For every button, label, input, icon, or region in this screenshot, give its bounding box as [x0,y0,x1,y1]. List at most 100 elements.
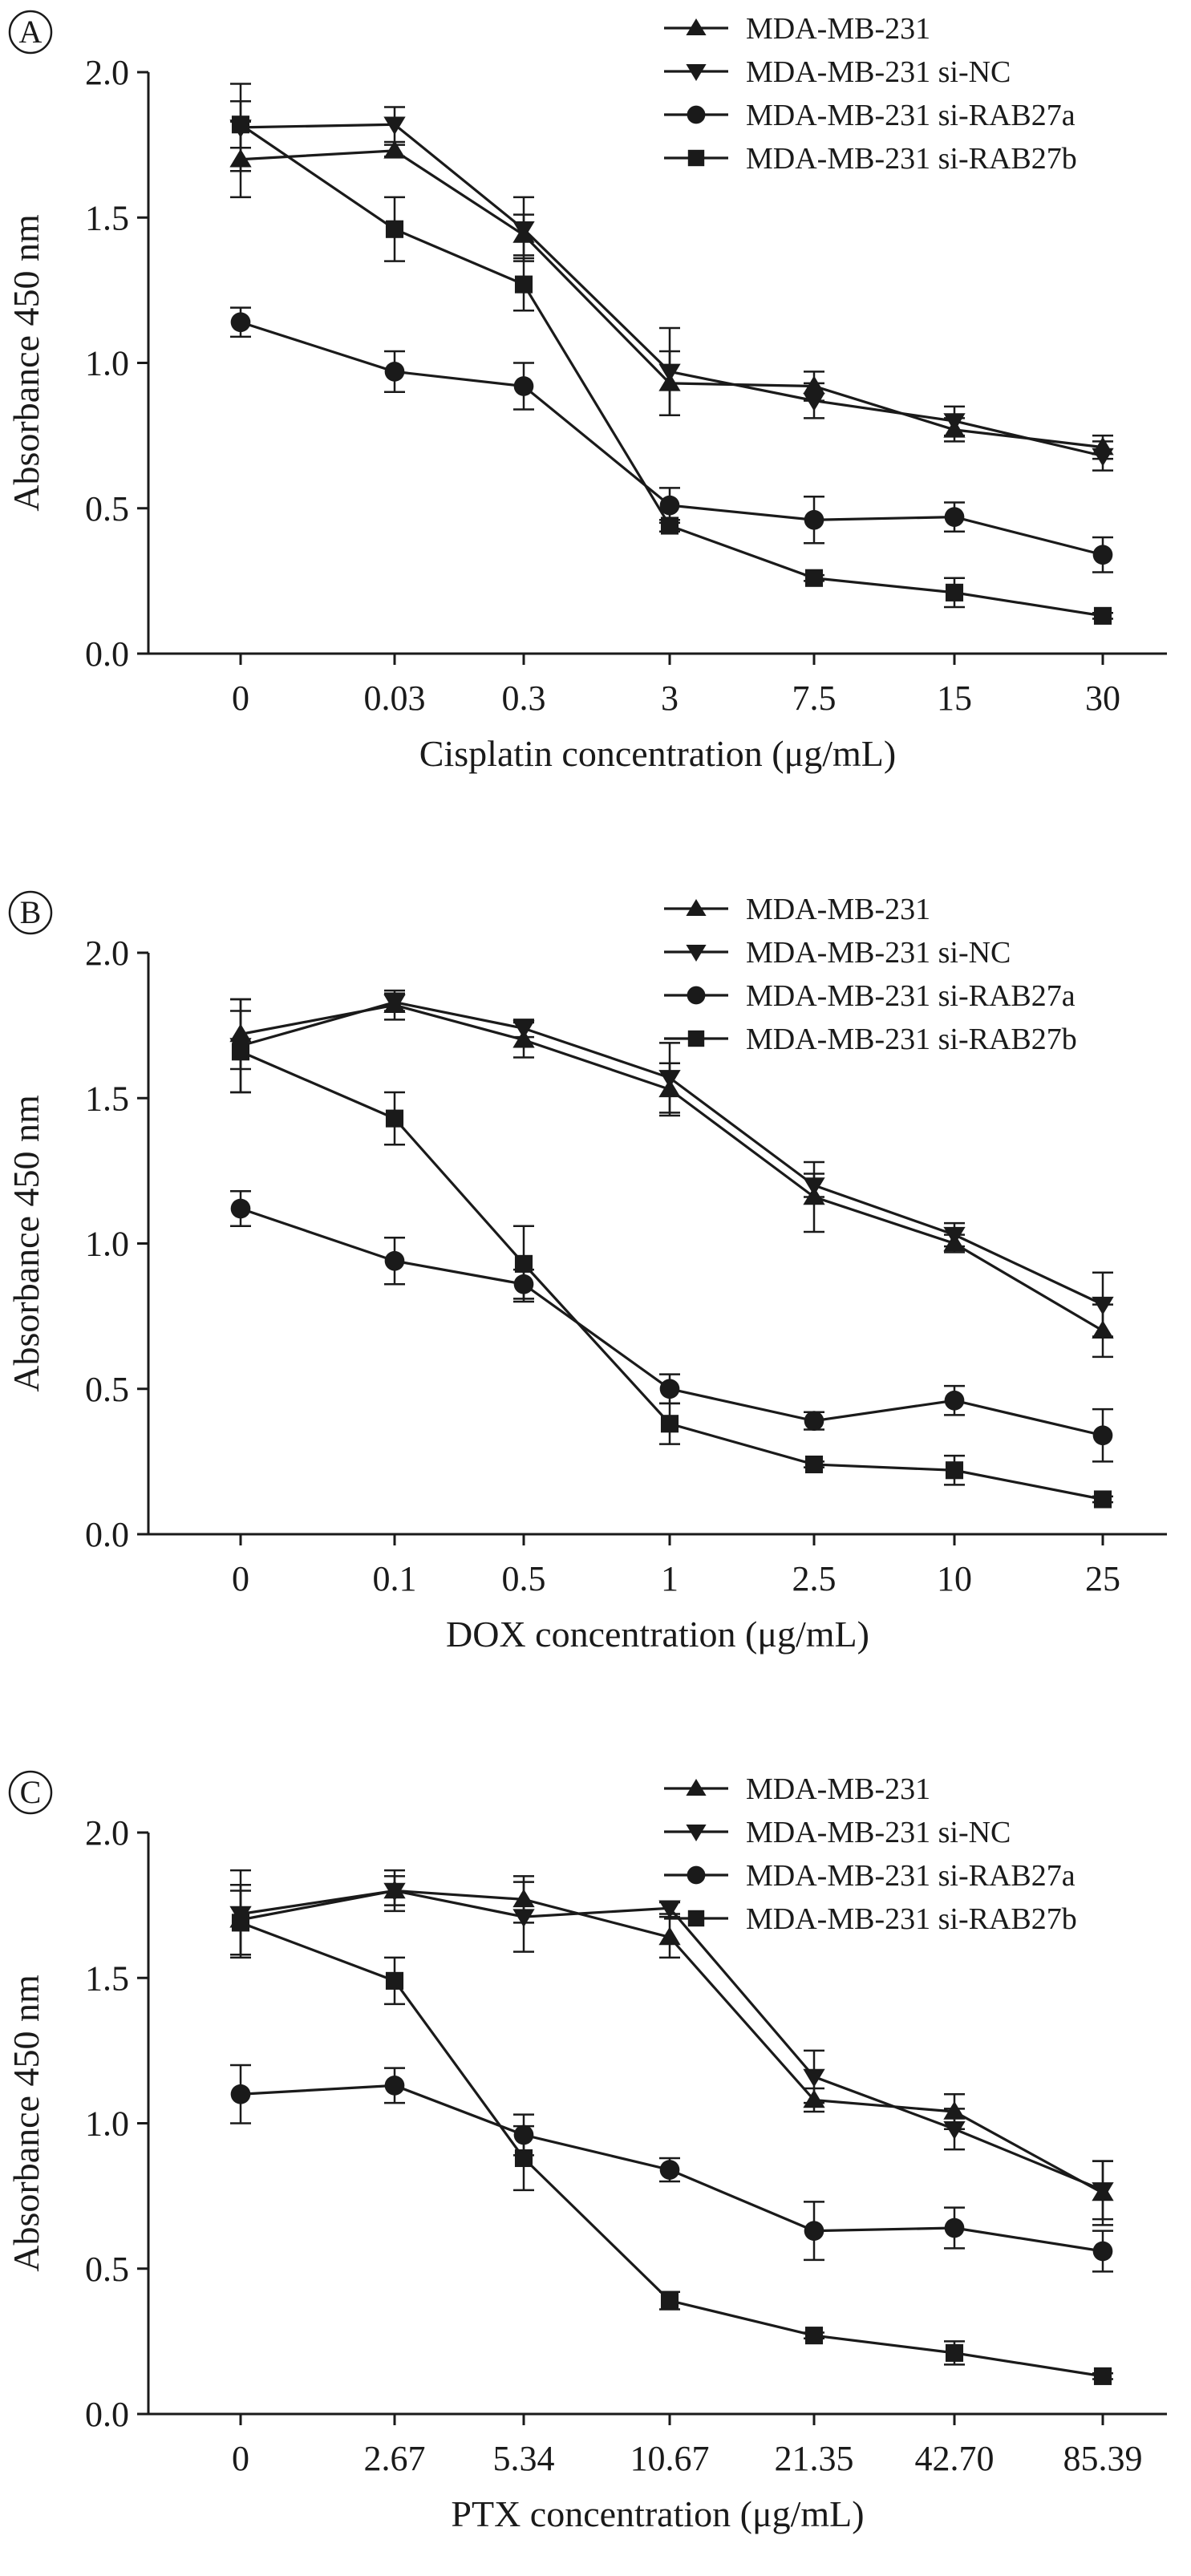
x-tick-label: 1 [661,1559,679,1598]
panel-label: B [20,894,42,930]
chart-panel-b: B 0.0 0.5 1.0 1.5 2.0 0 0.1 0.5 1 2.5 10 25 DOX conce… [6,890,1167,1655]
data-point [385,1971,404,1990]
y-tick-label: 1.5 [85,198,129,237]
data-point [658,363,681,383]
data-point [230,1198,251,1219]
panel-label: C [20,1774,42,1810]
data-point [944,1390,965,1411]
legend-marker [687,1030,705,1047]
data-point [804,2221,824,2241]
legend-label: MDA-MB-231 si-RAB27a [746,99,1076,132]
y-tick-label: 0.0 [85,634,129,674]
series-square [230,100,1113,625]
data-point [660,1415,679,1433]
y-tick-label: 0.0 [85,2395,129,2434]
x-tick-label: 2.67 [364,2439,426,2478]
data-point [1092,1425,1113,1446]
data-point [1093,1490,1112,1509]
x-axis-title: PTX concentration (μg/mL) [451,2493,864,2534]
legend-label: MDA-MB-231 si-RAB27a [746,979,1076,1013]
x-tick-label: 3 [661,678,679,718]
data-point [804,509,824,530]
panel-label: A [19,14,43,50]
legend-marker [686,1825,707,1841]
data-point [658,1070,681,1088]
data-point [1093,2367,1112,2385]
x-tick-label: 0 [232,2439,249,2478]
x-tick-label: 15 [937,678,972,718]
legend-marker [687,986,706,1005]
y-axis-title: Absorbance 450 nm [6,1095,47,1392]
data-point [1092,2182,1114,2201]
data-point [384,362,405,382]
data-point [803,392,825,411]
legend-marker [687,1910,705,1927]
data-point [944,2218,965,2238]
data-point [230,2084,251,2104]
panel-label-circle [8,1770,53,1815]
data-point [385,1109,404,1128]
x-tick-label: 0 [232,1559,249,1598]
data-point [512,1020,535,1039]
data-point [383,140,406,159]
data-point [231,1043,250,1061]
legend-marker [686,64,707,81]
legend-label: MDA-MB-231 si-NC [746,1816,1011,1849]
data-point [1093,606,1112,625]
x-tick-label: 0 [232,678,249,718]
y-tick-label: 1.5 [85,1958,129,1998]
data-point [658,1926,681,1946]
x-tick-label: 0.5 [502,1559,546,1598]
series-triangle-down [229,1869,1114,2221]
data-point [945,2343,964,2362]
data-point [943,1226,966,1245]
y-tick-label: 0.5 [85,2250,129,2289]
legend-label: MDA-MB-231 si-RAB27b [746,1902,1077,1936]
data-point [660,2291,679,2310]
series-circle [230,2064,1113,2273]
data-point [385,220,404,238]
data-point [383,1882,406,1902]
data-point [230,312,251,333]
legend-label: MDA-MB-231 si-NC [746,936,1011,970]
legend-label: MDA-MB-231 si-RAB27a [746,1859,1076,1893]
data-point [804,1455,824,1474]
data-point [512,221,535,240]
data-point [383,994,406,1013]
data-point [1092,1296,1114,1315]
data-point [384,1250,405,1271]
data-point [804,2327,824,2345]
data-point [660,516,679,535]
data-point [1092,2241,1113,2262]
data-point [659,2160,680,2180]
legend-marker [687,105,706,124]
y-axis-title: Absorbance 450 nm [6,1975,47,2272]
legend-marker [686,899,707,916]
legend-marker [686,18,707,35]
legend-label: MDA-MB-231 [746,1772,930,1806]
y-tick-label: 1.0 [85,344,129,383]
x-tick-label: 0.3 [502,678,546,718]
data-point [512,1909,535,1928]
x-tick-label: 0.03 [364,678,426,718]
y-tick-label: 0.5 [85,1370,129,1409]
legend-label: MDA-MB-231 [746,12,930,46]
data-point [513,376,534,396]
legend-label: MDA-MB-231 si-NC [746,55,1011,89]
data-point [943,2121,966,2140]
chart-panel-a: A 0.0 0.5 1.0 1.5 2.0 0 0.03 0.3 3 7.5 15 30 Cisplati… [6,10,1167,774]
data-point [1092,545,1113,565]
data-point [231,1914,250,1932]
chart-panel-c: C 0.0 0.5 1.0 1.5 2.0 0 2.67 5.34 10.67 21.35 42.70… [6,1770,1167,2534]
x-tick-label: 42.70 [915,2439,995,2478]
data-point [945,1461,964,1480]
data-point [945,583,964,601]
data-point [803,1177,825,1196]
legend-marker [687,1865,706,1885]
data-point [804,569,824,587]
data-point [944,507,965,527]
data-point [383,116,406,136]
x-tick-label: 10 [937,1559,972,1598]
y-tick-label: 2.0 [85,1813,129,1853]
